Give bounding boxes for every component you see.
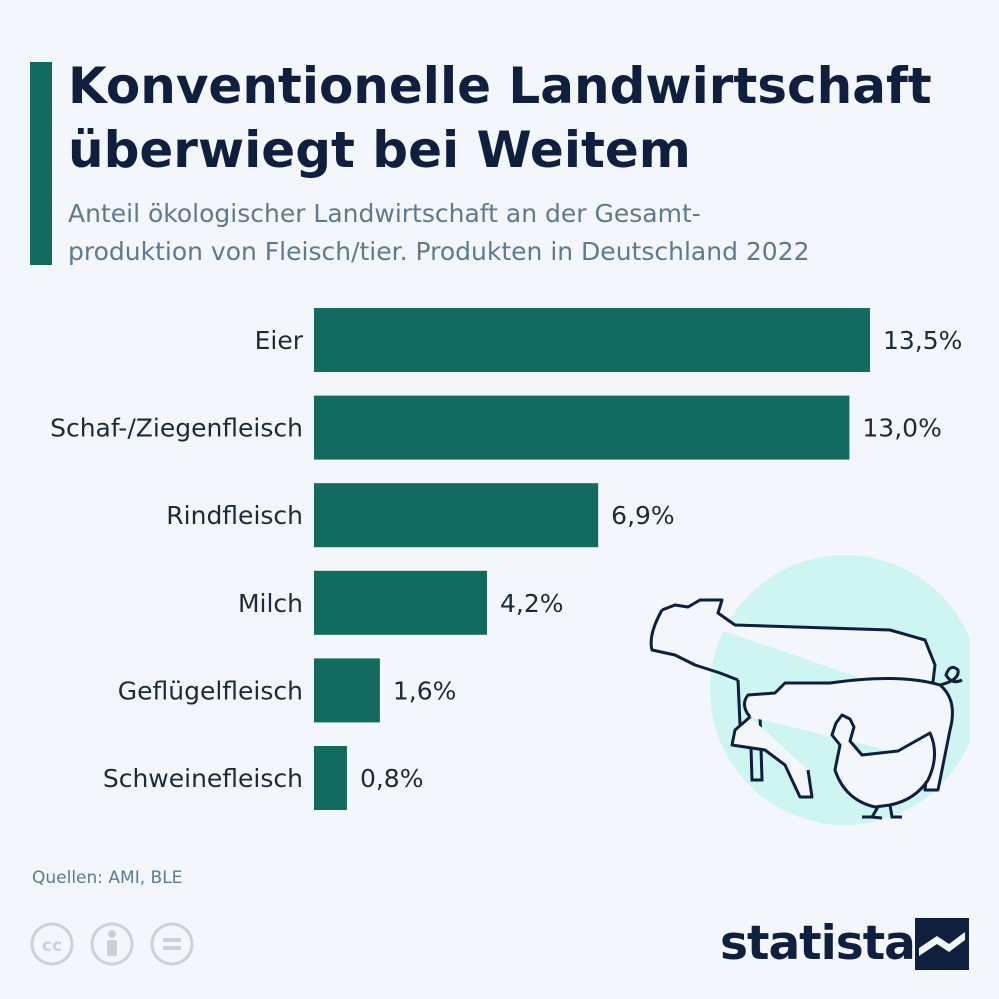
bar-5 — [314, 746, 347, 810]
subtitle-line-1: Anteil ökologischer Landwirtschaft an de… — [68, 199, 701, 228]
source-note: Quellen: AMI, BLE — [32, 868, 183, 888]
bar-2 — [314, 483, 599, 548]
attribution-icon[interactable] — [90, 922, 134, 966]
accent-bar — [30, 62, 52, 265]
value-label-4: 1,6% — [393, 676, 457, 705]
bar-chart: Eier 13,5% Schaf-/Ziegenfleisch 13,0% Rindfl… — [50, 308, 962, 810]
value-label-3: 4,2% — [500, 589, 564, 618]
chart-subtitle: Anteil ökologischer Landwirtschaft an de… — [68, 195, 993, 271]
bar-3 — [314, 570, 487, 635]
no-derivatives-icon[interactable] — [150, 922, 194, 966]
bar-0 — [314, 308, 870, 372]
category-label-5: Schweinefleisch — [103, 764, 303, 793]
category-label-3: Milch — [238, 589, 303, 618]
value-label-1: 13,0% — [862, 414, 941, 443]
brand-wordmark: statista — [720, 916, 916, 971]
bar-4 — [314, 658, 380, 723]
bar-1 — [314, 395, 850, 460]
value-label-0: 13,5% — [883, 326, 962, 355]
cc-icon[interactable]: cc — [30, 922, 74, 966]
value-label-2: 6,9% — [611, 501, 675, 530]
statista-logo-icon — [915, 918, 969, 970]
category-label-2: Rindfleisch — [166, 501, 303, 530]
title-line-1: Konventionelle Landwirtschaft — [68, 57, 932, 115]
category-label-4: Geflügelfleisch — [118, 676, 303, 705]
subtitle-line-2: produktion von Fleisch/tier. Produkten i… — [68, 237, 810, 266]
category-label-0: Eier — [255, 326, 304, 355]
farm-animals-illustration — [649, 555, 970, 825]
chart-title: Konventionelle Landwirtschaft überwiegt … — [68, 54, 988, 182]
category-label-1: Schaf-/Ziegenfleisch — [50, 414, 303, 443]
value-label-5: 0,8% — [360, 764, 424, 793]
svg-text:cc: cc — [42, 936, 62, 956]
title-line-2: überwiegt bei Weitem — [68, 121, 691, 179]
